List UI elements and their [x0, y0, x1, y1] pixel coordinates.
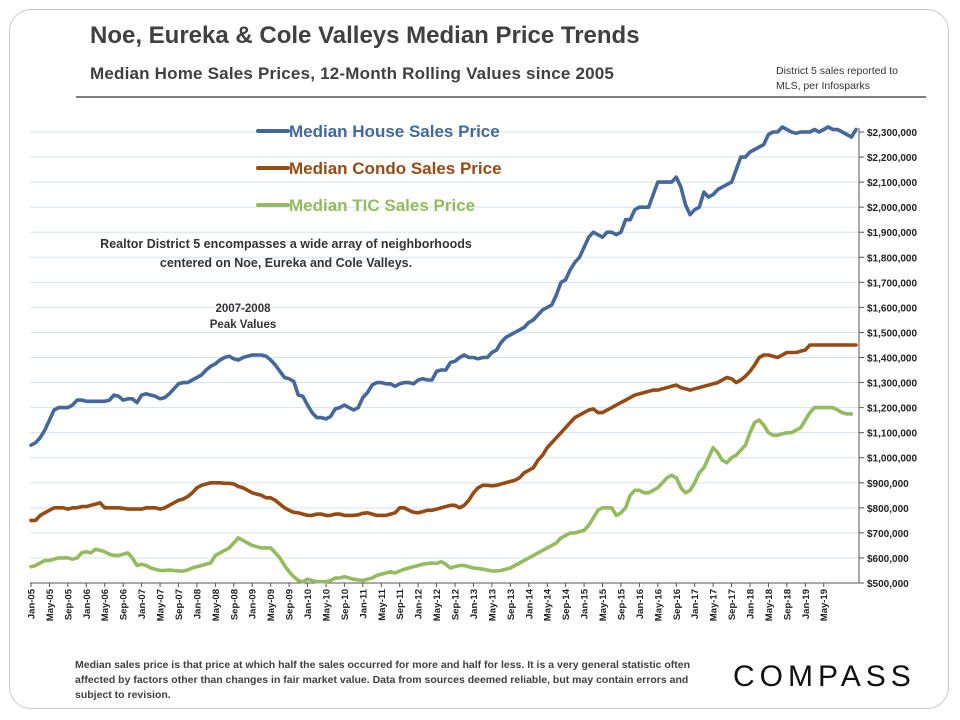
- y-tick-label: $900,000: [867, 479, 909, 490]
- x-tick-label: Sep-05: [63, 588, 74, 620]
- legend: Median House Sales Price Median Condo Sal…: [256, 122, 502, 215]
- x-tick-label: May-08: [211, 589, 222, 621]
- x-tick-label: May-15: [598, 588, 609, 621]
- x-tick-label: May-11: [377, 588, 388, 620]
- y-tick-label: $2,000,000: [867, 203, 917, 214]
- x-tick-label: Sep-08: [229, 589, 240, 620]
- x-tick-label: Sep-13: [506, 589, 517, 620]
- x-tick-label: Jan-09: [248, 589, 259, 619]
- source-line-1: District 5 sales reported to: [776, 65, 898, 77]
- y-tick-label: $1,600,000: [867, 303, 917, 314]
- x-tick-label: Sep-18: [782, 589, 793, 620]
- legend-label-house: Median House Sales Price: [289, 122, 500, 141]
- annotation-district-line: Realtor District 5 encompasses a wide ar…: [100, 237, 472, 251]
- x-tick-label: Sep-12: [451, 589, 462, 620]
- x-tick-label: May-10: [321, 589, 332, 621]
- x-tick-label: Jan-14: [524, 588, 535, 619]
- y-tick-label: $500,000: [867, 579, 909, 590]
- x-tick-label: May-14: [543, 588, 554, 621]
- x-tick-label: Sep-15: [616, 588, 627, 620]
- x-tick-label: Sep-10: [340, 589, 351, 620]
- y-tick-label: $2,100,000: [867, 178, 917, 189]
- legend-label-tic: Median TIC Sales Price: [289, 196, 475, 215]
- x-tick-label: Sep-06: [119, 589, 130, 620]
- x-tick-label: Sep-07: [174, 589, 185, 620]
- series-lines: [29, 125, 858, 584]
- y-tick-label: $1,500,000: [867, 328, 917, 339]
- y-tick-label: $2,300,000: [867, 128, 917, 139]
- axes: [30, 128, 860, 584]
- x-tick-label: Jan-17: [690, 589, 701, 619]
- series-line-house: [29, 125, 858, 448]
- x-tick-label: Jan-15: [580, 588, 591, 619]
- x-tick-label: Jan-08: [192, 589, 203, 619]
- x-tick-label: Sep-16: [672, 589, 683, 620]
- y-tick-label: $600,000: [867, 554, 909, 565]
- annotations: Realtor District 5 encompasses a wide ar…: [100, 237, 472, 331]
- y-tick-label: $1,100,000: [867, 429, 917, 440]
- x-tick-label: Sep-11: [395, 588, 406, 619]
- x-tick-label: Jan-13: [469, 589, 480, 619]
- y-axis-ticks: $500,000 $600,000 $700,000 $800,000 $900,000…: [859, 128, 917, 590]
- x-tick-label: May-05: [45, 588, 56, 621]
- x-tick-label: Sep-17: [727, 589, 738, 620]
- series-line-tic: [29, 405, 854, 584]
- x-axis-ticks: Jan-05 May-05 Sep-05 Jan-06 May-06 Sep-06 Jan-…: [27, 583, 830, 621]
- x-tick-label: Sep-14: [561, 588, 572, 620]
- x-tick-label: May-17: [709, 589, 720, 621]
- y-tick-label: $1,700,000: [867, 278, 917, 289]
- y-tick-label: $2,200,000: [867, 153, 917, 164]
- x-tick-label: May-12: [432, 589, 443, 621]
- chart-title: Noe, Eureka & Cole Valleys Median Price …: [90, 22, 640, 49]
- series-line-condo: [29, 343, 858, 523]
- source-note: District 5 sales reported to MLS, per In…: [776, 64, 926, 94]
- y-tick-label: $1,000,000: [867, 454, 917, 465]
- y-tick-label: $1,200,000: [867, 404, 917, 415]
- compass-logo: COMPASS: [733, 660, 916, 693]
- x-tick-label: Jan-18: [745, 589, 756, 619]
- x-tick-label: May-19: [819, 589, 830, 621]
- title-divider: [76, 96, 926, 98]
- x-tick-label: May-09: [266, 589, 277, 621]
- annotation-peak-line: Peak Values: [210, 319, 277, 331]
- x-tick-label: May-18: [764, 589, 775, 621]
- chart-subtitle: Median Home Sales Prices, 12-Month Rolli…: [90, 64, 615, 83]
- y-tick-label: $1,400,000: [867, 354, 917, 365]
- x-tick-label: Jan-06: [82, 589, 93, 619]
- x-tick-label: May-06: [100, 589, 111, 621]
- x-tick-label: Jan-19: [801, 589, 812, 619]
- y-tick-label: $700,000: [867, 529, 909, 540]
- x-tick-label: Jan-10: [303, 589, 314, 619]
- legend-label-condo: Median Condo Sales Price: [289, 159, 502, 178]
- annotation-peak-line: 2007-2008: [216, 303, 272, 315]
- footnote: Median sales price is that price at whic…: [75, 659, 691, 701]
- x-tick-label: Jan-05: [27, 588, 38, 619]
- y-tick-label: $800,000: [867, 504, 909, 515]
- x-tick-label: May-13: [487, 589, 498, 621]
- x-tick-label: Jan-12: [414, 589, 425, 619]
- x-tick-label: Jan-11: [358, 588, 369, 618]
- y-tick-label: $1,900,000: [867, 228, 917, 239]
- x-tick-label: Sep-09: [285, 589, 296, 620]
- x-tick-label: Jan-16: [635, 589, 646, 619]
- y-tick-label: $1,300,000: [867, 379, 917, 390]
- annotation-district-line: centered on Noe, Eureka and Cole Valleys…: [160, 256, 412, 270]
- x-tick-label: Jan-07: [137, 589, 148, 619]
- source-line-2: MLS, per Infosparks: [776, 80, 870, 92]
- y-tick-label: $1,800,000: [867, 253, 917, 264]
- x-tick-label: May-07: [156, 589, 167, 621]
- x-tick-label: May-16: [653, 589, 664, 621]
